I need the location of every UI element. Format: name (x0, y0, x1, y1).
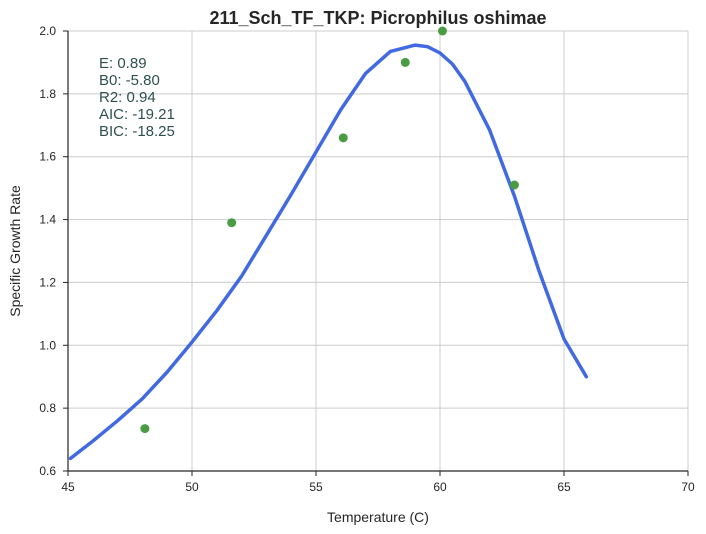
y-axis-label: Specific Growth Rate (7, 185, 23, 317)
data-point (227, 218, 237, 228)
stat-aic: AIC: -19.21 (99, 106, 175, 123)
y-tick-label: 1.8 (39, 87, 56, 101)
grid (68, 30, 689, 471)
y-tick-label: 0.6 (39, 464, 56, 478)
x-tick-label: 45 (61, 480, 75, 494)
x-axis-label: Temperature (C) (327, 509, 429, 525)
data-point (338, 133, 348, 143)
axes (67, 31, 688, 472)
y-tick-label: 1.0 (39, 338, 56, 352)
stat-bic: BIC: -18.25 (99, 123, 175, 140)
series (68, 26, 589, 461)
x-tick-label: 70 (681, 480, 695, 494)
x-tick-label: 50 (185, 480, 199, 494)
data-point (509, 180, 519, 190)
x-tick-label: 55 (309, 480, 323, 494)
plot-background (68, 31, 688, 471)
data-point (437, 26, 447, 36)
x-tick-label: 65 (557, 480, 571, 494)
y-tick-label: 2.0 (39, 24, 56, 38)
fit-statistics: E: 0.89 B0: -5.80 R2: 0.94 AIC: -19.21 B… (99, 55, 175, 140)
y-tick-label: 1.6 (39, 150, 56, 164)
stat-b0: B0: -5.80 (99, 72, 160, 89)
fit-curve (68, 43, 589, 461)
data-point (140, 424, 150, 434)
x-tick-label: 60 (433, 480, 447, 494)
stat-r2: R2: 0.94 (99, 89, 156, 106)
y-tick-label: 1.4 (39, 213, 56, 227)
stat-e: E: 0.89 (99, 55, 147, 72)
data-point (400, 57, 410, 67)
chart-title: 211_Sch_TF_TKP: Picrophilus oshimae (209, 8, 546, 28)
ticks: 45 50 55 60 65 70 0.6 0.8 1.0 1.2 1.4 1.6 1.8 2.0 (39, 24, 695, 494)
y-tick-label: 1.2 (39, 275, 56, 289)
y-tick-label: 0.8 (39, 401, 56, 415)
